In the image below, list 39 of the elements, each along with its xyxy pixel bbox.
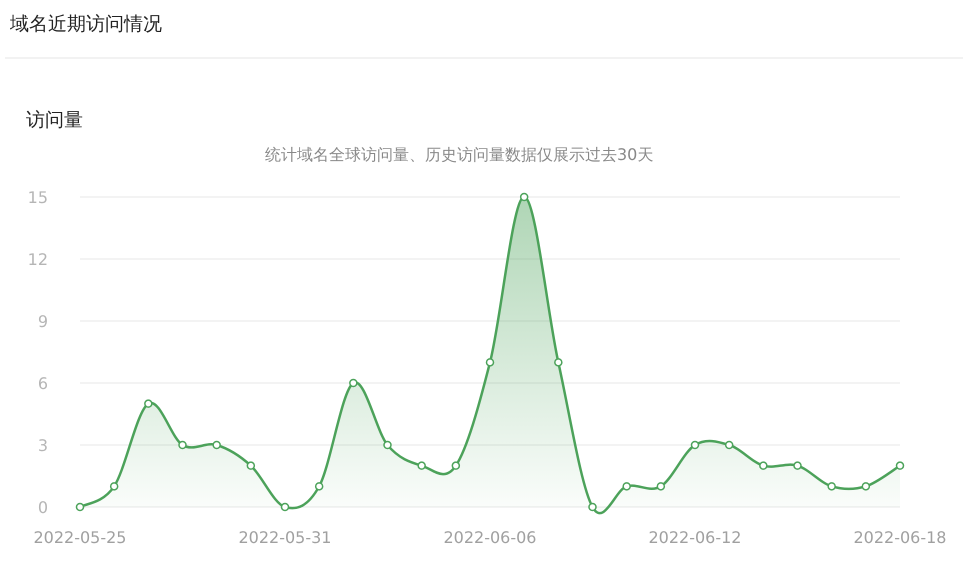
x-tick-label: 2022-05-25	[34, 528, 126, 547]
point	[110, 482, 118, 491]
point	[349, 378, 358, 388]
y-tick-label: 15	[28, 188, 48, 207]
point	[246, 461, 256, 470]
point	[486, 358, 494, 367]
point	[759, 461, 768, 470]
x-tick-label: 2022-06-18	[854, 528, 946, 547]
y-tick-label: 0	[38, 498, 48, 517]
y-tick-label: 3	[38, 436, 48, 455]
point	[827, 482, 836, 491]
point	[383, 440, 392, 450]
point	[417, 461, 426, 470]
text: 域名近期访问情况	[9, 13, 162, 35]
point	[314, 482, 324, 491]
chart-subtitle: 统计域名全球访问量、历史访问量数据仅展示过去30天	[265, 145, 654, 164]
point	[622, 482, 631, 491]
point	[588, 502, 597, 512]
chart-title: 访问量	[26, 109, 83, 131]
point	[452, 461, 460, 470]
point	[76, 502, 84, 512]
point	[690, 440, 700, 450]
point	[144, 399, 153, 408]
point	[178, 440, 187, 450]
point	[520, 192, 528, 202]
point	[896, 461, 904, 470]
x-tick-label: 2022-06-06	[444, 528, 536, 547]
point	[656, 482, 666, 491]
y-tick-label: 6	[38, 374, 48, 393]
y-tick-label: 9	[38, 312, 48, 331]
point	[793, 461, 802, 470]
point	[212, 440, 221, 450]
x-tick-label: 2022-06-12	[648, 528, 742, 547]
y-tick-label: 12	[28, 250, 48, 269]
point	[280, 502, 290, 512]
point	[862, 482, 870, 491]
point	[724, 440, 734, 450]
x-tick-label: 2022-05-31	[238, 528, 332, 547]
point	[554, 358, 563, 367]
